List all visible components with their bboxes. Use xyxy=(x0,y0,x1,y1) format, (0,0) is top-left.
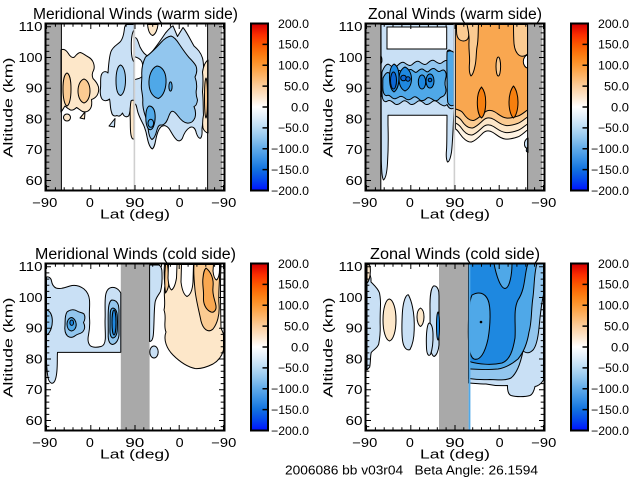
svg-text:Zonal Winds (cold side): Zonal Winds (cold side) xyxy=(370,246,540,263)
svg-text:Meridional Winds (cold side): Meridional Winds (cold side) xyxy=(35,246,236,263)
svg-text:Meridional Winds (warm side): Meridional Winds (warm side) xyxy=(33,6,238,23)
svg-text:2006086 bb v03r04 Beta Angle: 2006086 bb v03r04 Beta Angle: 26.1594 xyxy=(285,463,538,478)
svg-text:Zonal Winds (warm side): Zonal Winds (warm side) xyxy=(368,6,542,23)
